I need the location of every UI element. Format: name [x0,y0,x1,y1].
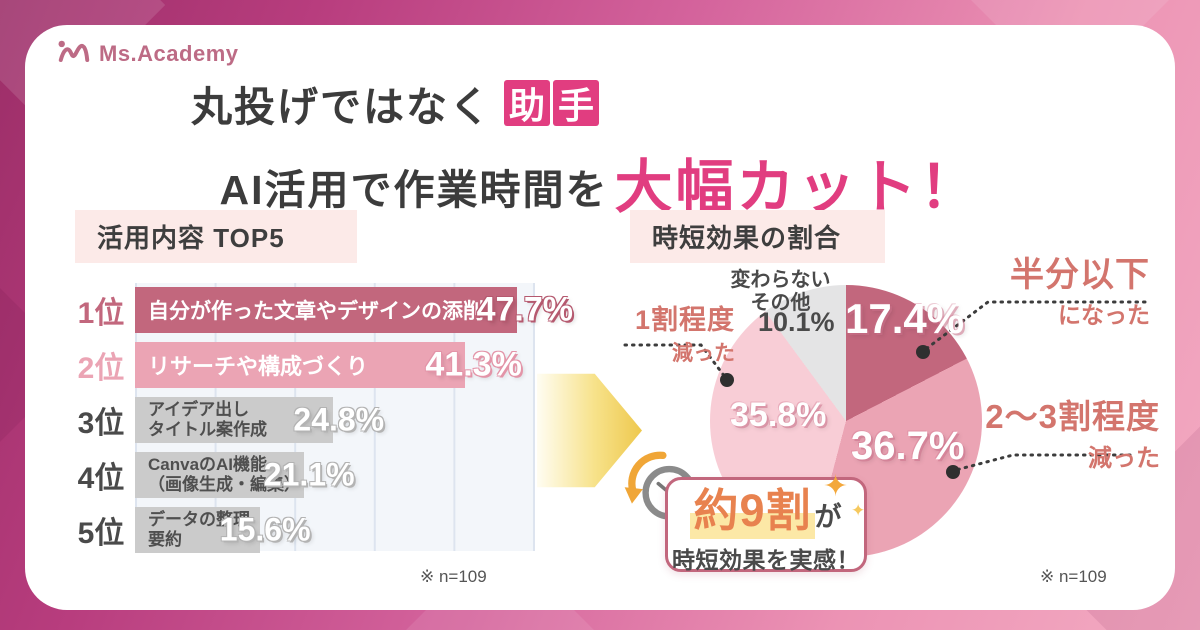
bar: 自分が作った文章やデザインの添削 [135,287,517,333]
bar-category-label: CanvaのAI機能 （画像生成・編集） [148,454,301,494]
bar-value: 15.6% [219,511,311,548]
pie-chart-note: ※ n=109 [1040,567,1107,586]
bar-value: 47.7% [476,290,573,329]
logo: Ms.Academy [57,37,239,71]
pie-outer-label-two-three: 2〜3割程度 減った [985,398,1160,472]
bar: CanvaのAI機能 （画像生成・編集） [135,452,304,498]
title-line-2: AI活用で作業時間を 大幅カット！ [25,137,1175,221]
title-line-1: 丸投げではなく 助手 [0,73,970,133]
badge-suffix: が [814,502,842,532]
title-emphasis: 大幅カット！ [614,155,981,220]
page-title: 丸投げではなく 助手 AI活用で作業時間を 大幅カット！ [25,73,1175,221]
bar-category-label: 自分が作った文章やデザインの添削 [148,300,484,323]
pie-outer-label-one: 1割程度 減った [634,305,735,365]
bar-rows: 1位 自分が作った文章やデザインの添削 47.7% 2位 リサーチや構成づくり [75,287,573,553]
content-card: Ms.Academy 丸投げではなく 助手 AI活用で作業時間を 大幅カット！ … [25,25,1175,610]
bar: アイデア出し タイトル案作成 [135,397,334,443]
pie-chart-header: 時短効果の割合 [630,210,885,263]
pie-value-one: 35.8% [730,396,827,434]
badge-line2: 時短効果を実感！ [672,547,860,573]
bar-chart-header: 活用内容 TOP5 [75,210,357,263]
bar-row-1: 1位 自分が作った文章やデザインの添削 47.7% [75,287,573,333]
bar-category-label: データの整理 要約 [148,509,250,549]
pie-value-other: 10.1% [758,307,835,337]
rank-label: 1位 [77,297,125,330]
pie-value-half: 17.4% [845,295,965,342]
summary-badge: 約9割 が 時短効果を実感！ [665,474,867,573]
title-line2-text: AI活用で作業時間を [219,167,609,213]
sparkle-icon: ✦ [823,470,849,503]
bar-value: 24.8% [293,401,385,438]
rank-label: 5位 [77,517,125,550]
bar: リサーチや構成づくり [135,342,466,388]
pie-value-two-three: 36.7% [851,424,965,468]
bar-row-4: 4位 CanvaのAI機能 （画像生成・編集） 21.1% [75,452,535,498]
bar-row-5: 5位 データの整理 要約 15.6% [75,507,535,553]
title-highlight: 助手 [504,80,599,126]
rank-label: 2位 [77,352,125,385]
title-line1-text: 丸投げではなく [191,84,492,130]
badge-emphasis: 約9割 [690,474,815,539]
rank-label: 3位 [77,407,125,440]
bar-value: 21.1% [263,456,355,493]
bar-category-label: アイデア出し タイトル案作成 [148,399,267,439]
logo-text: Ms.Academy [99,41,239,66]
bar-chart: 1位 自分が作った文章やデザインの添削 47.7% 2位 リサーチや構成づくり [75,283,573,553]
bar-row-3: 3位 アイデア出し タイトル案作成 24.8% [75,397,535,443]
ms-academy-logo-icon [57,37,91,71]
bar-chart-note: ※ n=109 [420,567,487,586]
bar-row-2: 2位 リサーチや構成づくり 41.3% [75,342,535,388]
bar: データの整理 要約 [135,507,260,553]
bar-category-label: リサーチや構成づくり [148,354,369,379]
rank-label: 4位 [77,462,125,495]
sparkle-icon: ✦ [851,501,866,520]
pie-outer-label-half: 半分以下 になった [1010,256,1150,328]
bar-value: 41.3% [425,345,522,384]
pie-label-other: 変わらない その他 [730,269,831,314]
